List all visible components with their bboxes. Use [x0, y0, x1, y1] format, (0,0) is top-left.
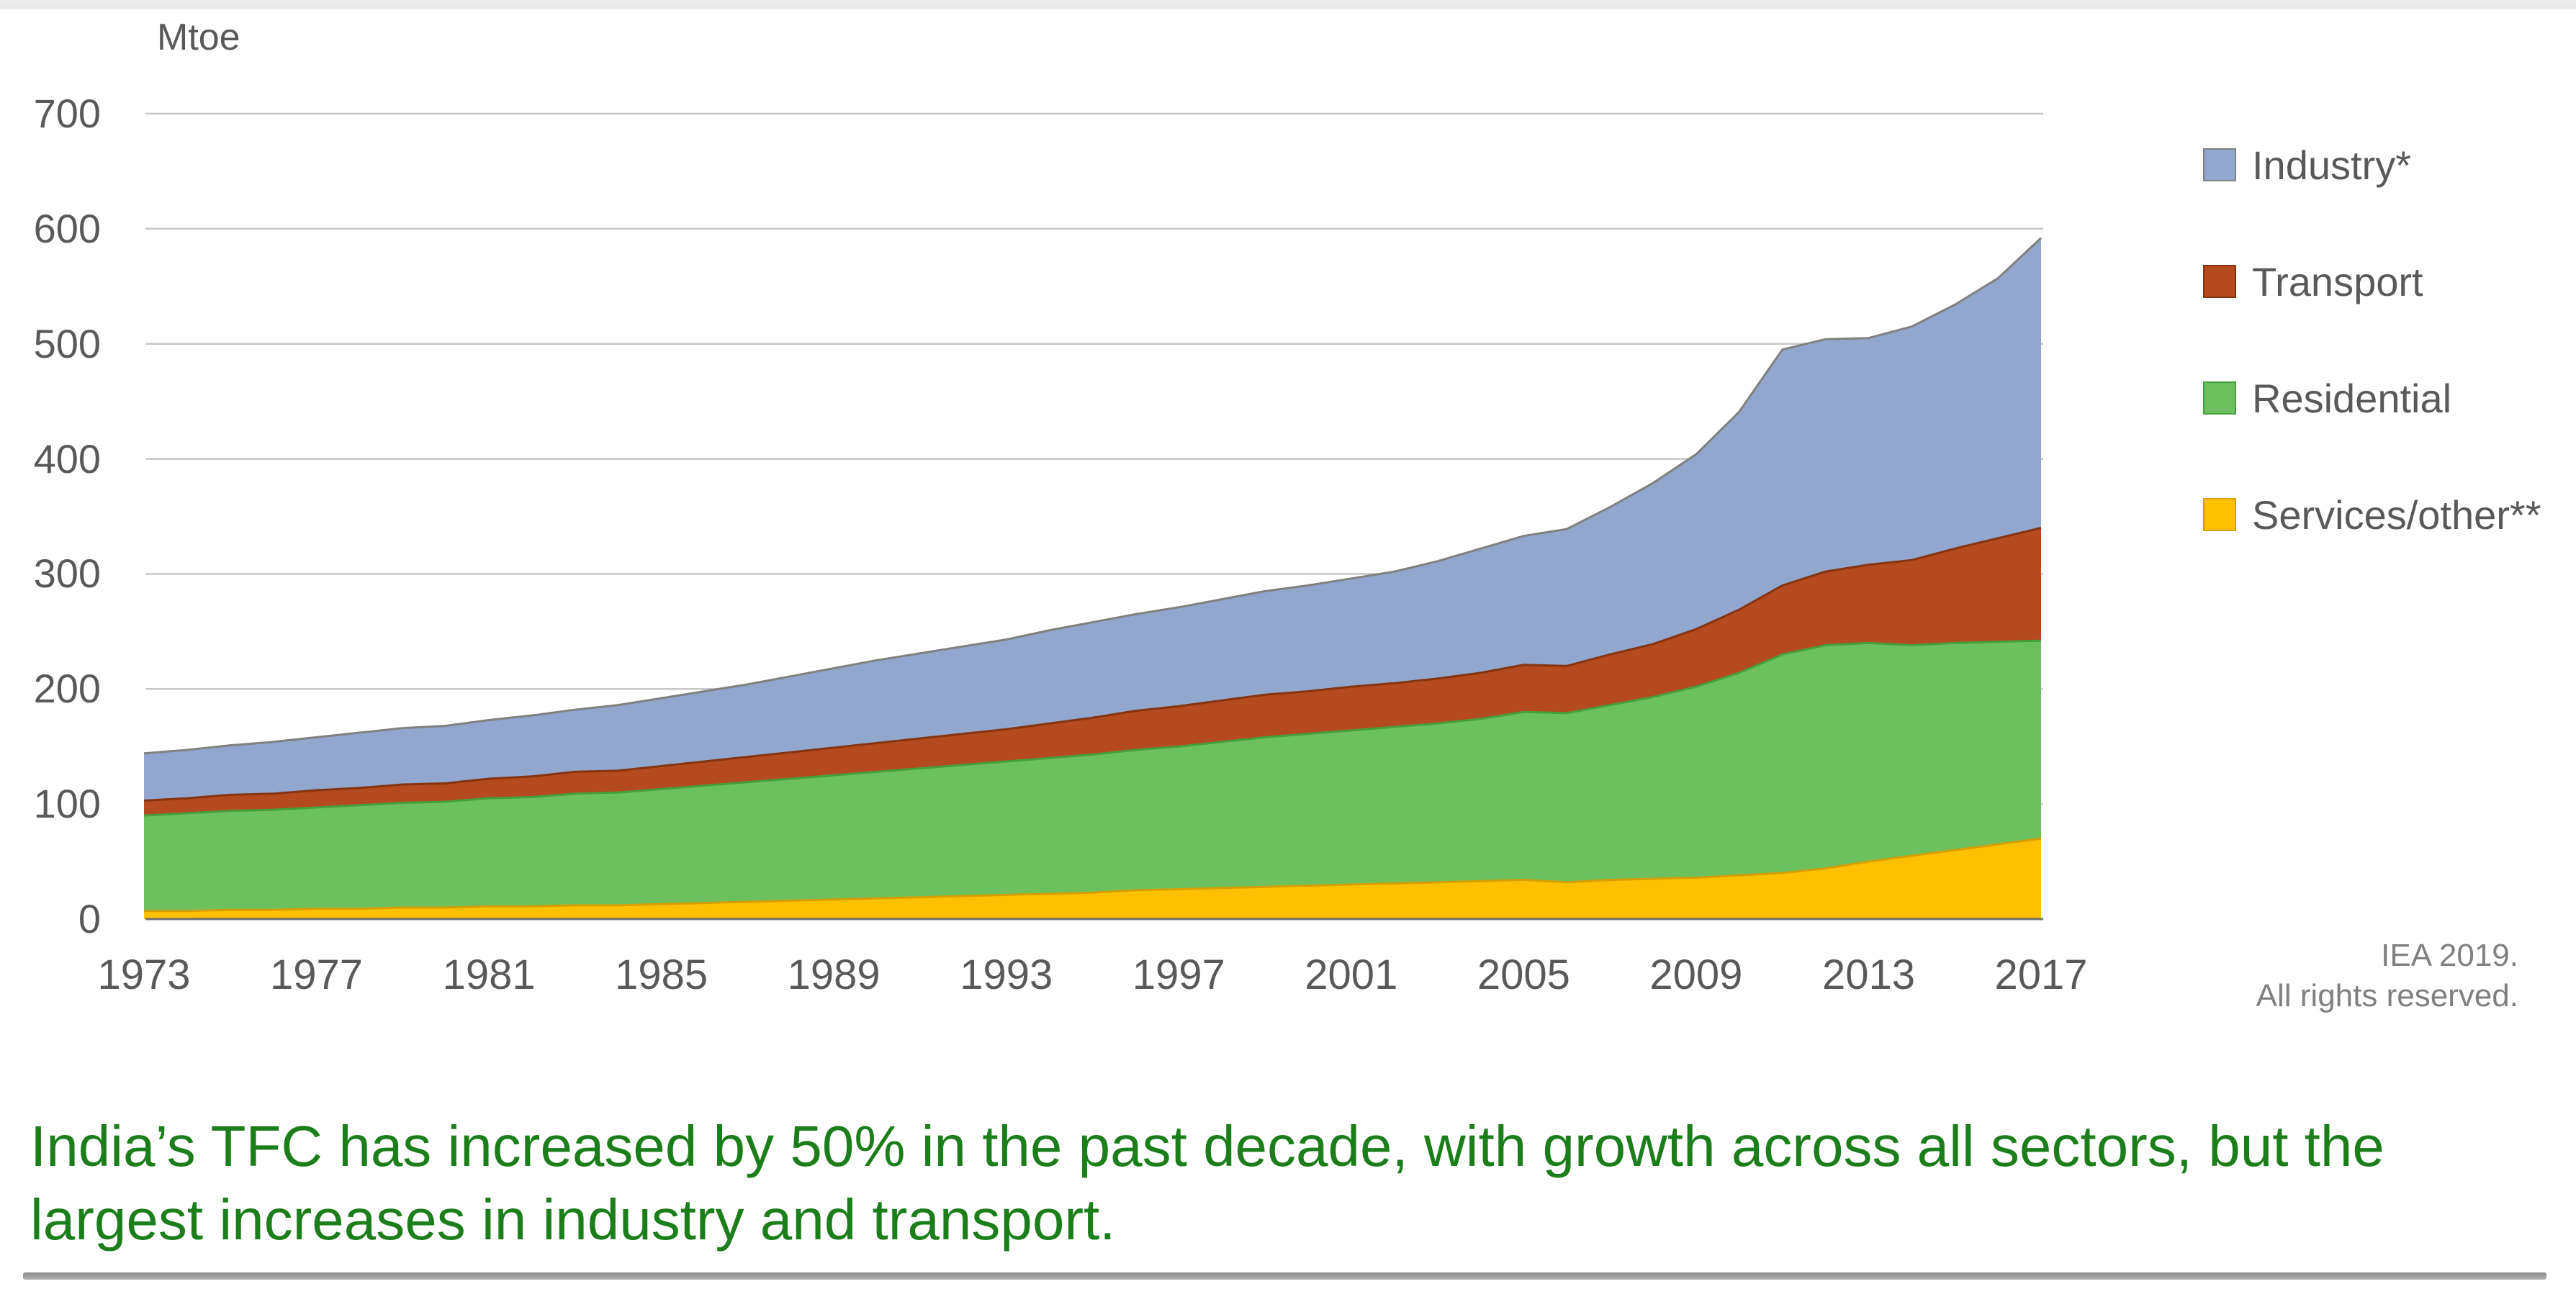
attribution-line-2: All rights reserved. [2256, 977, 2518, 1013]
x-tick-label: 2005 [1477, 951, 1570, 998]
y-tick-label: 200 [33, 666, 101, 712]
legend-label: Transport [2252, 258, 2423, 304]
x-tick-label: 1973 [97, 951, 191, 998]
attribution-line-1: IEA 2019. [2381, 938, 2518, 973]
y-tick-label: 300 [33, 551, 101, 597]
legend-swatch [2203, 265, 2236, 298]
area-edge-transport [143, 527, 2042, 802]
area-residential [144, 641, 2041, 919]
x-tick-label: 1981 [442, 951, 536, 998]
legend-item-transport: Transport [2203, 258, 2541, 304]
x-tick-label: 2017 [1994, 951, 2088, 998]
top-window-strip [0, 0, 2576, 9]
area-servicesother [144, 838, 2041, 919]
y-axis-unit-label: Mtoe [157, 17, 240, 58]
chart-caption: India’s TFC has increased by 50% in the … [30, 1110, 2550, 1257]
area-edge-industry [143, 237, 2043, 755]
caption-line-2: largest increases in industry and transp… [30, 1188, 1116, 1252]
y-tick-label: 500 [33, 320, 101, 366]
legend-label: Residential [2252, 375, 2452, 421]
y-tick-label: 100 [33, 781, 101, 827]
x-tick-label: 1985 [615, 951, 708, 998]
x-tick-label: 2013 [1821, 951, 1915, 998]
y-tick-label: 400 [33, 435, 101, 481]
caption-line-1: India’s TFC has increased by 50% in the … [30, 1114, 2384, 1178]
x-tick-label: 2001 [1305, 951, 1398, 998]
legend-item-residential: Residential [2203, 375, 2541, 421]
legend-swatch [2203, 381, 2236, 415]
bottom-divider [23, 1272, 2546, 1280]
area-edge-servicesother [144, 837, 2042, 913]
legend-item-servicesother: Services/other** [2203, 492, 2541, 538]
x-tick-label: 1989 [787, 951, 881, 998]
y-tick-label: 600 [33, 205, 101, 251]
x-tick-label: 2009 [1649, 951, 1743, 998]
y-tick-label: 700 [33, 91, 101, 136]
legend-swatch [2203, 498, 2236, 531]
y-tick-label: 0 [78, 896, 101, 941]
area-edge-residential [143, 639, 2042, 817]
legend-label: Services/other** [2252, 492, 2541, 538]
legend-label: Industry* [2252, 142, 2411, 188]
chart-attribution: IEA 2019. All rights reserved. [2256, 936, 2518, 1016]
legend-item-industry: Industry* [2203, 142, 2541, 188]
x-tick-label: 1977 [270, 951, 364, 998]
legend: Industry* Transport Residential Services/ot… [2203, 142, 2541, 610]
legend-swatch [2203, 148, 2236, 181]
x-tick-label: 1997 [1132, 951, 1225, 998]
x-tick-label: 1993 [960, 951, 1053, 998]
